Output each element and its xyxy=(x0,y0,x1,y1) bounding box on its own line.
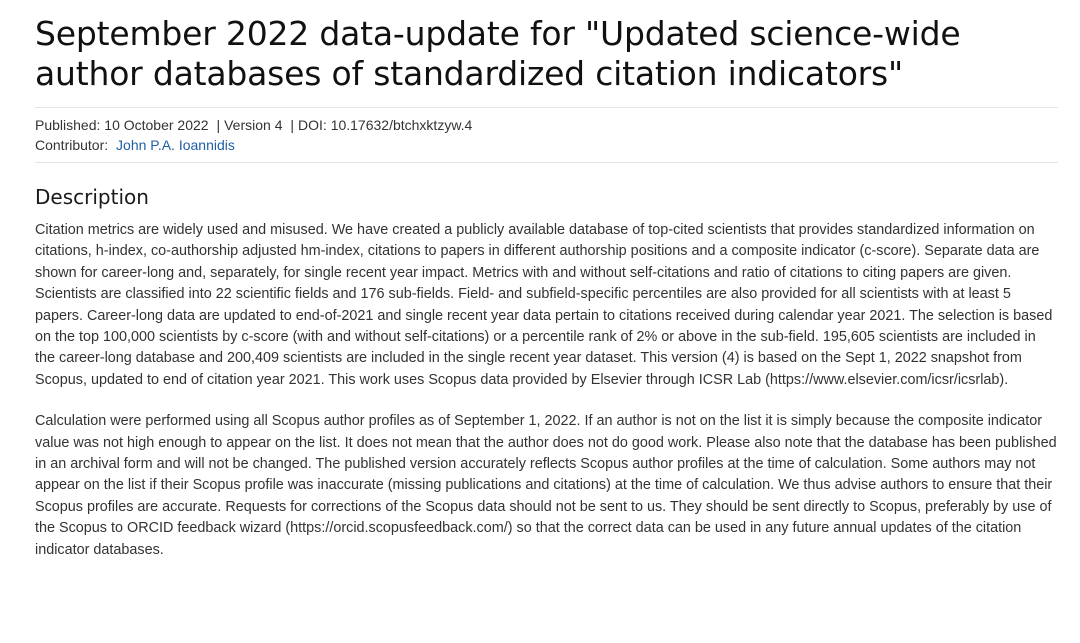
description-paragraph: Citation metrics are widely used and mis… xyxy=(35,222,1053,388)
meta-divider-bottom xyxy=(35,162,1058,163)
separator: | xyxy=(290,117,295,133)
publication-info-row: Published: 10 October 2022 | Version 4 | D… xyxy=(35,115,1058,135)
separator: | xyxy=(216,117,221,133)
doi-label: DOI: xyxy=(298,117,327,133)
published-date: 10 October 2022 xyxy=(104,117,209,133)
metadata-block: Published: 10 October 2022 | Version 4 | D… xyxy=(35,108,1058,162)
contributor-link[interactable]: John P.A. Ioannidis xyxy=(116,137,235,153)
page-title: September 2022 data-update for "Updated … xyxy=(35,14,961,93)
description-paragraph: Calculation were performed using all Sco… xyxy=(35,413,1057,558)
published-label: Published: xyxy=(35,117,101,133)
meta-divider-top xyxy=(35,107,1058,108)
description-heading: Description xyxy=(35,185,149,209)
contributor-row: Contributor: John P.A. Ioannidis xyxy=(35,135,1058,155)
contributor-label: Contributor: xyxy=(35,137,109,153)
doi-value: 10.17632/btchxktzyw.4 xyxy=(330,117,473,133)
description-body: Citation metrics are widely used and mis… xyxy=(35,220,1058,561)
version-label: Version 4 xyxy=(224,117,283,133)
